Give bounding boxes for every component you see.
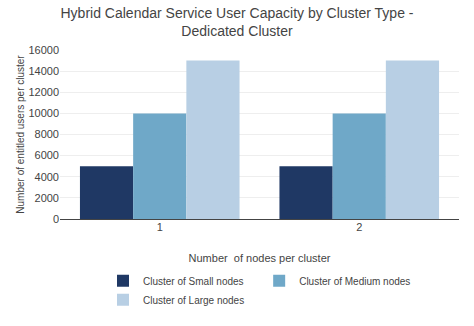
svg-text:Number of entitled users per c: Number of entitled users per cluster [15,55,26,214]
svg-text:16000: 16000 [28,44,59,56]
svg-text:Cluster of Large nodes: Cluster of Large nodes [143,295,244,306]
svg-text:2: 2 [356,221,362,233]
svg-text:6000: 6000 [35,149,59,161]
svg-text:Cluster of Medium nodes: Cluster of Medium nodes [299,276,410,287]
svg-text:Number of nodes per cluster: Number of nodes per cluster [189,252,331,264]
svg-text:Cluster of Small nodes: Cluster of Small nodes [143,276,244,287]
svg-text:10000: 10000 [28,107,59,119]
svg-text:2000: 2000 [35,192,59,204]
svg-text:1: 1 [157,221,163,233]
svg-text:Hybrid Calendar Service User C: Hybrid Calendar Service User Capacity by… [61,5,414,39]
svg-text:8000: 8000 [35,128,59,140]
svg-text:4000: 4000 [35,171,59,183]
svg-text:14000: 14000 [28,65,59,77]
svg-text:12000: 12000 [28,86,59,98]
svg-text:0: 0 [53,213,59,225]
